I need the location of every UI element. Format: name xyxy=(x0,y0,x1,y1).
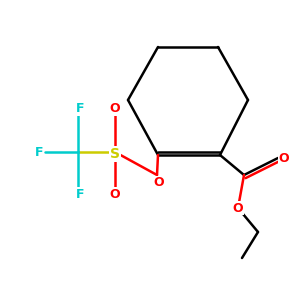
Text: O: O xyxy=(110,188,120,200)
Text: O: O xyxy=(154,176,164,190)
Text: O: O xyxy=(279,152,289,164)
Text: S: S xyxy=(110,147,120,161)
Text: F: F xyxy=(76,188,84,200)
Text: F: F xyxy=(35,146,43,158)
Text: O: O xyxy=(110,103,120,116)
Text: O: O xyxy=(233,202,243,214)
Text: F: F xyxy=(76,103,84,116)
